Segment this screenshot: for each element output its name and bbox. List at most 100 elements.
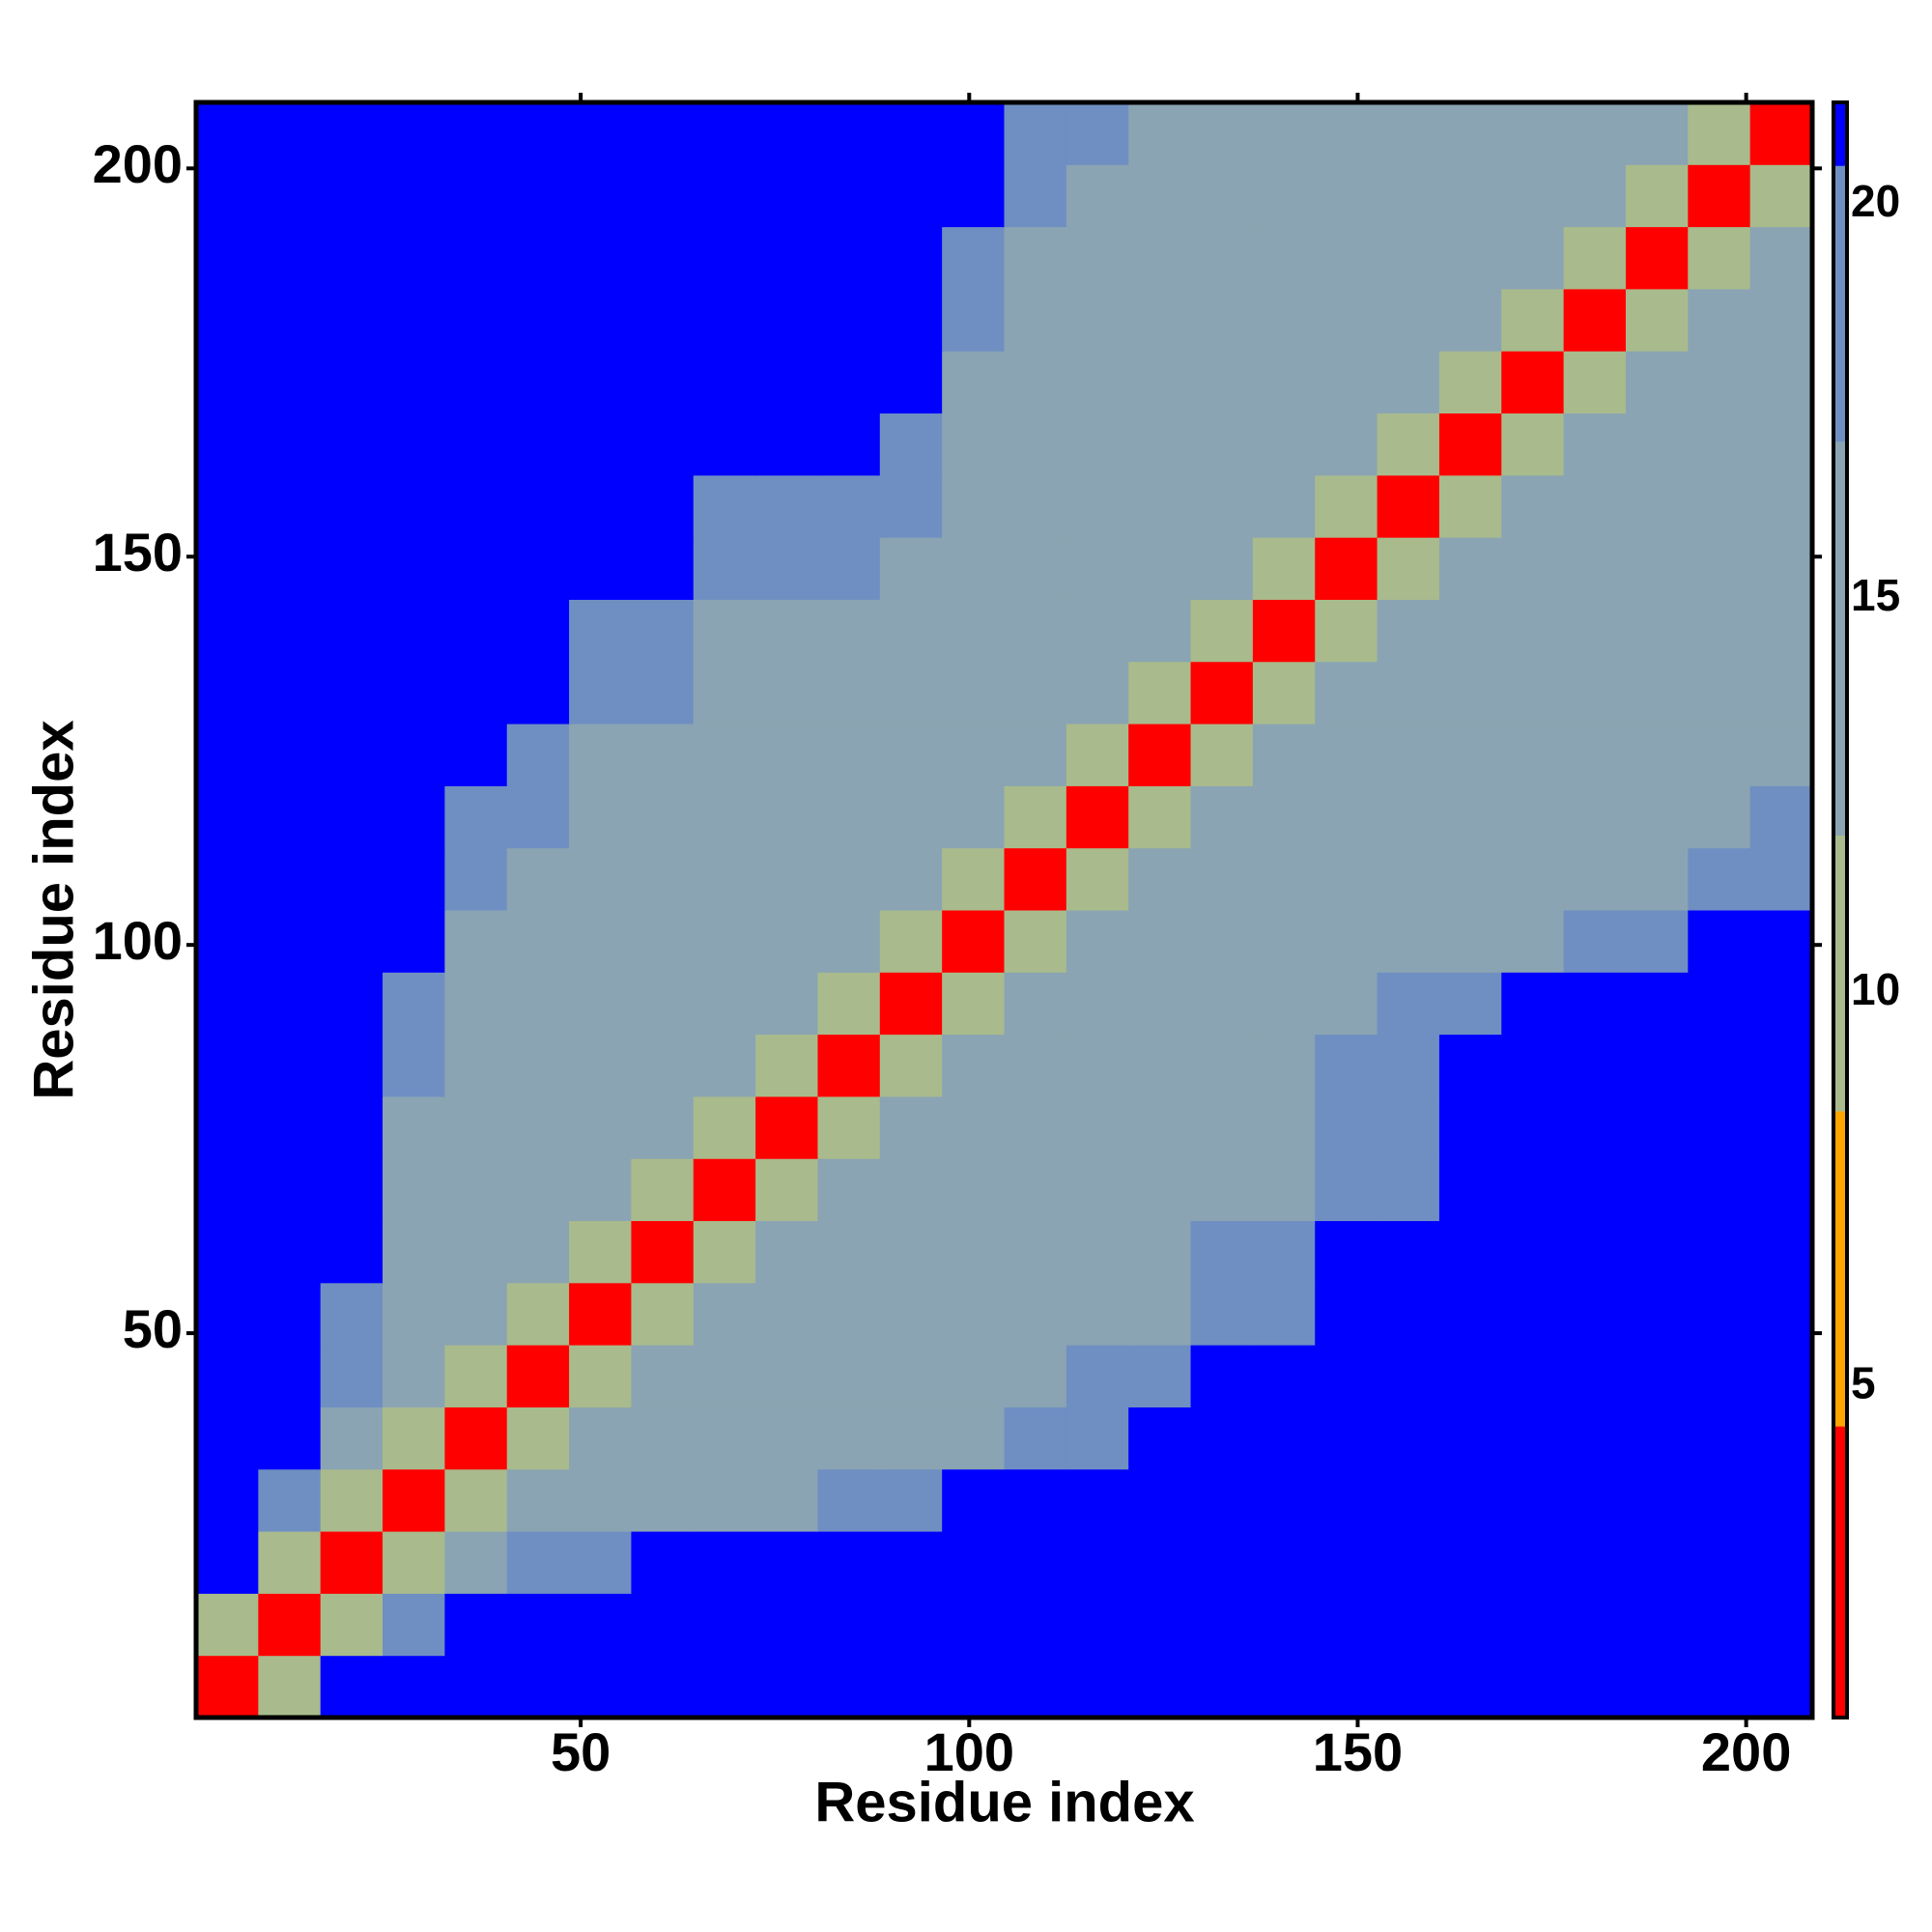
heatmap-cell [1190, 1655, 1254, 1719]
heatmap-cell [1377, 1220, 1440, 1284]
heatmap-cell [1563, 537, 1627, 600]
heatmap-cell [1563, 1593, 1627, 1657]
heatmap-cell [1190, 1282, 1254, 1346]
heatmap-cell [258, 1095, 322, 1159]
heatmap-cell [1252, 1468, 1316, 1532]
heatmap-cell [1377, 474, 1440, 538]
heatmap-cell [631, 972, 695, 1036]
heatmap-cell [569, 226, 632, 290]
heatmap-cell [1004, 102, 1067, 165]
heatmap-cell [506, 785, 570, 849]
heatmap-cell [258, 288, 322, 352]
heatmap-cell [1315, 1282, 1378, 1346]
heatmap-cell [1688, 724, 1751, 786]
heatmap-cell [1688, 661, 1751, 724]
heatmap-cell [1501, 1034, 1565, 1097]
heatmap-cell [693, 1655, 756, 1719]
heatmap-cell [1688, 537, 1751, 600]
heatmap-cell [1438, 1095, 1502, 1159]
heatmap-cell [817, 1034, 881, 1097]
heatmap-cell [1065, 1531, 1129, 1594]
heatmap-cell [320, 1158, 384, 1222]
heatmap-cells [196, 102, 1813, 1719]
heatmap-cell [942, 785, 1005, 849]
heatmap-cell [755, 412, 818, 476]
heatmap-cell [1438, 972, 1502, 1036]
heatmap-cell [196, 1531, 259, 1594]
heatmap-cell [444, 599, 508, 663]
heatmap-cell [1688, 1095, 1751, 1159]
heatmap-cell [1252, 1406, 1316, 1470]
heatmap-cell [383, 226, 445, 290]
heatmap-cell [320, 474, 384, 538]
heatmap-cell [1128, 1034, 1192, 1097]
heatmap-cell [1315, 1158, 1378, 1222]
heatmap-cell [1190, 724, 1254, 786]
y-axis-title: Residue index [22, 720, 85, 1099]
heatmap-cell [1749, 1282, 1813, 1346]
heatmap-cell [1128, 847, 1192, 911]
heatmap-cell [817, 1282, 881, 1346]
heatmap-cell [444, 102, 508, 165]
heatmap-cell [1315, 599, 1378, 663]
heatmap-cell [879, 351, 943, 414]
heatmap-cell [1377, 351, 1440, 414]
heatmap-cell [1128, 1158, 1192, 1222]
heatmap-cell [444, 724, 508, 786]
heatmap-cell [1128, 910, 1192, 973]
heatmap-cell [1625, 351, 1689, 414]
heatmap-cell [879, 1345, 943, 1407]
heatmap-cell [1004, 1282, 1067, 1346]
heatmap-cell [817, 164, 881, 228]
heatmap-cell [942, 1468, 1005, 1532]
heatmap-cell [258, 412, 322, 476]
heatmap-cell [1315, 412, 1378, 476]
heatmap-cell [196, 1158, 259, 1222]
heatmap-cell [1749, 412, 1813, 476]
heatmap-cell [1128, 102, 1192, 165]
heatmap-cell [569, 785, 632, 849]
heatmap-cell [196, 1345, 259, 1407]
heatmap-cell [1128, 474, 1192, 538]
heatmap-cell [1252, 972, 1316, 1036]
heatmap-cell [817, 972, 881, 1036]
heatmap-cell [196, 1095, 259, 1159]
heatmap-cell [1625, 599, 1689, 663]
heatmap-cell [755, 785, 818, 849]
heatmap-cell [1438, 412, 1502, 476]
heatmap-cell [1749, 288, 1813, 352]
heatmap-cell [942, 724, 1005, 786]
heatmap-cell [569, 1655, 632, 1719]
heatmap-cell [1190, 164, 1254, 228]
heatmap-cell [1688, 599, 1751, 663]
heatmap-cell [1315, 102, 1378, 165]
heatmap-cell [258, 1406, 322, 1470]
heatmap-cell [1315, 1034, 1378, 1097]
heatmap-cell [383, 1095, 445, 1159]
heatmap-cell [1128, 1406, 1192, 1470]
heatmap-cell [258, 910, 322, 973]
heatmap-cell [1438, 102, 1502, 165]
heatmap-cell [1004, 1655, 1067, 1719]
heatmap-cell [1563, 164, 1627, 228]
heatmap-cell [879, 288, 943, 352]
heatmap-cell [569, 910, 632, 973]
heatmap-cell [1065, 724, 1129, 786]
heatmap-cell [196, 412, 259, 476]
heatmap-cell [879, 164, 943, 228]
heatmap-cell [1004, 226, 1067, 290]
heatmap-cell [444, 288, 508, 352]
heatmap-cell [693, 972, 756, 1036]
heatmap-cell [1688, 1468, 1751, 1532]
heatmap-cell [1190, 1095, 1254, 1159]
heatmap-cell [755, 1655, 818, 1719]
heatmap-cell [258, 1531, 322, 1594]
heatmap-cell [569, 102, 632, 165]
heatmap-cell [1563, 1655, 1627, 1719]
heatmap-cell [506, 1220, 570, 1284]
heatmap-cell [1563, 1034, 1627, 1097]
heatmap-cell [1501, 1593, 1565, 1657]
heatmap-cell [320, 599, 384, 663]
heatmap-cell [693, 661, 756, 724]
heatmap-cell [1377, 412, 1440, 476]
